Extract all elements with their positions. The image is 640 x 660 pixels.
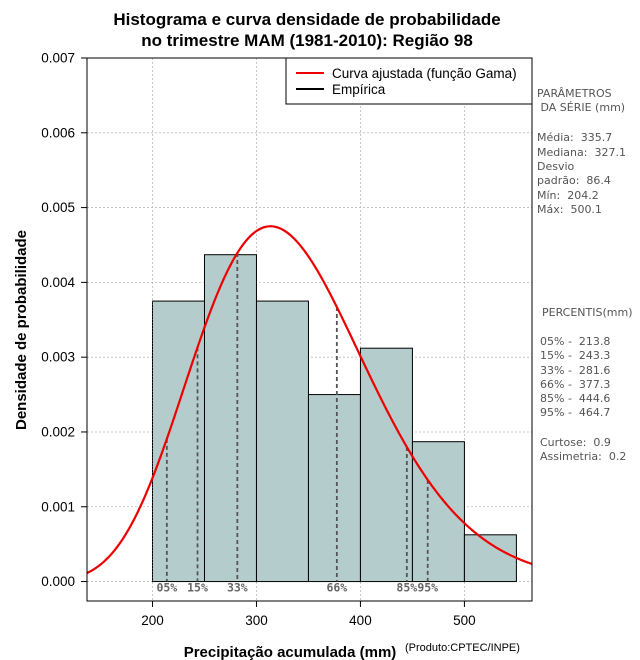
histogram-bar xyxy=(463,534,517,583)
x-axis: 200 300 400 500 xyxy=(141,600,476,628)
percentile-label: 95% xyxy=(417,581,438,595)
histogram-bars xyxy=(152,254,517,583)
param-median: Mediana: 327.1 xyxy=(537,146,626,159)
y-tick-label: 0.001 xyxy=(41,499,75,514)
kurtosis: Curtose: 0.9 xyxy=(540,436,611,449)
percentile-label: 66% xyxy=(326,581,347,595)
product-credit: (Produto:CPTEC/INPE) xyxy=(405,642,520,654)
histogram-bar xyxy=(255,300,309,583)
legend-empirical-label: Empírica xyxy=(332,82,386,97)
percentis-title: PERCENTIS(mm) xyxy=(542,306,633,319)
param-mean: Média: 335.7 xyxy=(537,131,613,144)
x-tick-label: 500 xyxy=(453,613,476,628)
y-tick-label: 0.004 xyxy=(41,275,75,290)
percentile-labels: 05% 15% 33% 66% 85% 95% xyxy=(156,581,438,595)
y-axis: 0.000 0.001 0.002 0.003 0.004 0.005 0.006 0.007 xyxy=(41,51,88,589)
legend-curve-label: Curva ajustada (função Gama) xyxy=(332,66,517,81)
params-title-2: DA SÉRIE (mm) xyxy=(537,101,626,114)
gamma-curve-group xyxy=(86,225,533,575)
percentile-label: 15% xyxy=(187,581,208,595)
param-max: Máx: 500.1 xyxy=(537,203,602,216)
legend-box xyxy=(285,57,533,105)
percentile-15: 15% - 243.3 xyxy=(540,349,611,362)
percentile-95: 95% - 464.7 xyxy=(540,406,611,419)
x-axis-label: Precipitação acumulada (mm) xyxy=(184,644,397,660)
histogram-bar xyxy=(411,441,465,583)
gamma-curve xyxy=(86,225,533,575)
y-tick-label: 0.002 xyxy=(41,424,75,439)
histogram-bar xyxy=(307,394,361,583)
percentile-85: 85% - 444.6 xyxy=(540,392,611,405)
param-sd: padrão: 86.4 xyxy=(537,174,611,187)
percentile-05: 05% - 213.8 xyxy=(540,335,611,348)
x-tick-label: 400 xyxy=(349,613,372,628)
x-tick-label: 300 xyxy=(245,613,268,628)
chart-title-line-1: Histograma e curva densidade de probabil… xyxy=(113,10,500,29)
legend: Curva ajustada (função Gama) Empírica xyxy=(285,57,533,105)
percentile-label: 85% xyxy=(396,581,417,595)
y-tick-label: 0.005 xyxy=(41,200,75,215)
y-tick-label: 0.003 xyxy=(41,350,75,365)
histogram-bar xyxy=(359,347,413,583)
percentile-label: 33% xyxy=(227,581,248,595)
skewness: Assimetria: 0.2 xyxy=(540,450,627,463)
param-sd-label: Desvio xyxy=(537,160,575,173)
y-tick-label: 0.006 xyxy=(41,125,75,140)
params-title-1: PARÂMETROS xyxy=(537,87,612,100)
chart-title-line-2: no trimestre MAM (1981-2010): Região 98 xyxy=(141,31,473,50)
percentile-66: 66% - 377.3 xyxy=(540,378,611,391)
x-tick-label: 200 xyxy=(141,613,164,628)
percentile-label: 05% xyxy=(156,581,177,595)
param-min: Mín: 204.2 xyxy=(537,189,599,202)
y-tick-label: 0.000 xyxy=(41,574,75,589)
y-tick-label: 0.007 xyxy=(41,51,75,66)
percentile-lines xyxy=(165,252,429,582)
histogram-bar xyxy=(152,300,205,583)
y-axis-label: Densidade de probabilidade xyxy=(13,230,30,430)
percentile-33: 33% - 281.6 xyxy=(540,364,611,377)
